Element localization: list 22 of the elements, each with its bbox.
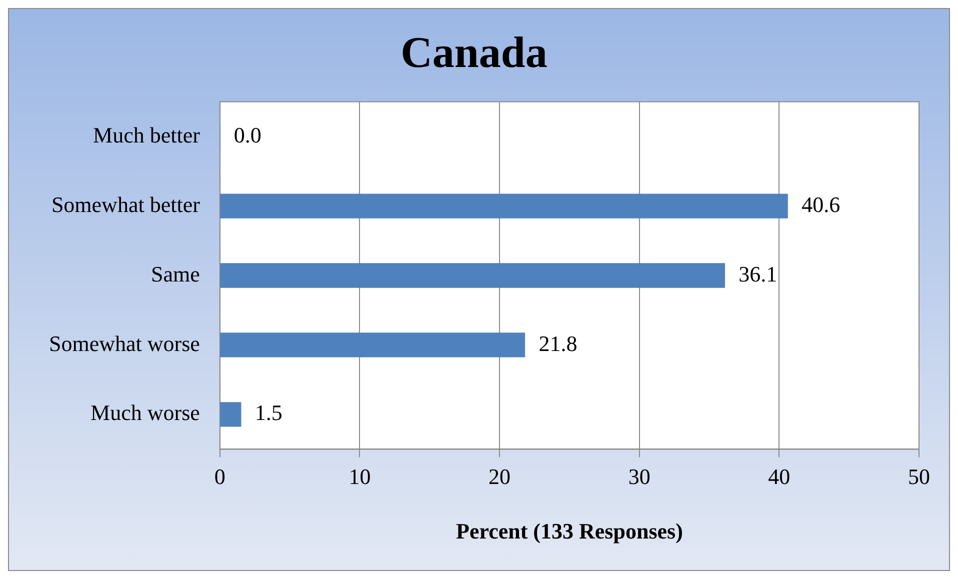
bar: [220, 194, 788, 218]
y-tick-label: Somewhat better: [51, 192, 201, 217]
chart-title: Canada: [400, 28, 548, 77]
y-tick-label: Same: [151, 261, 200, 286]
x-tick-label: 50: [908, 464, 930, 490]
x-tick-label: 20: [488, 464, 511, 490]
data-label: 36.1: [738, 261, 778, 286]
x-tick-label: 30: [628, 464, 650, 490]
bar: [220, 263, 725, 288]
data-label: 0.0: [234, 122, 262, 148]
data-label: 1.5: [254, 400, 282, 426]
x-tick-label: 10: [348, 464, 371, 490]
bar: [220, 332, 526, 358]
data-label: 40.6: [802, 192, 840, 217]
data-label: 21.8: [538, 330, 578, 356]
bar: [220, 402, 242, 427]
y-tick-label: Much worse: [90, 400, 200, 426]
y-tick-label: Somewhat worse: [48, 330, 200, 356]
x-axis-title: Percent (133 Responses): [456, 518, 683, 544]
x-tick-label: 0: [214, 464, 226, 490]
x-tick-label: 40: [768, 464, 790, 490]
y-tick-label: Much better: [93, 122, 201, 148]
